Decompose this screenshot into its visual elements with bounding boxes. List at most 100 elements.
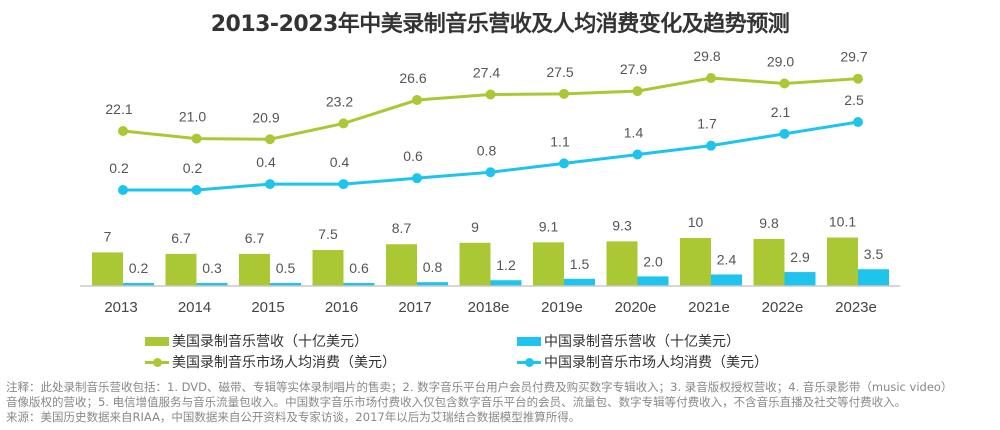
bar-cn-revenue [858, 269, 889, 286]
bar-us-revenue [92, 252, 123, 286]
cn-per-capita-label: 1.1 [550, 133, 570, 149]
bar-label-us-revenue: 9.1 [539, 218, 559, 234]
legend-swatch-blue [517, 336, 541, 346]
bar-label-us-revenue: 7 [104, 228, 112, 244]
us-per-capita-point [485, 89, 496, 100]
us-per-capita-point [853, 73, 863, 84]
footnote-line: 来源：美国历史数据来自RIAA，中国数据来自公开资料及专家访谈，2017年以后为… [6, 410, 581, 424]
cn-per-capita-point [853, 117, 863, 127]
cn-per-capita-label: 0.8 [477, 142, 497, 158]
x-tick-label: 2020e [615, 299, 657, 316]
us-per-capita-point [779, 78, 790, 89]
cn-per-capita-point [118, 185, 128, 195]
bar-us-revenue [606, 241, 638, 286]
footnote-line: 注释：此处录制音乐营收包括：1. DVD、磁带、专辑等实体录制唱片的售卖；2. … [6, 380, 953, 394]
footnotes: 注释：此处录制音乐营收包括：1. DVD、磁带、专辑等实体录制唱片的售卖；2. … [6, 380, 996, 425]
x-tick-label: 2016 [325, 299, 358, 316]
x-tick-label: 2017 [398, 299, 431, 316]
us-per-capita-label: 27.9 [620, 61, 647, 77]
bar-label-cn-revenue: 1.2 [496, 257, 516, 273]
cn-per-capita-label: 0.4 [256, 154, 276, 170]
bar-us-revenue [753, 238, 785, 286]
bar-label-cn-revenue: 2.4 [717, 251, 737, 267]
bar-label-cn-revenue: 0.5 [276, 260, 296, 276]
cn-per-capita-label: 0.2 [109, 160, 129, 176]
us-per-capita-point [559, 88, 569, 99]
bar-label-cn-revenue: 3.5 [864, 246, 884, 262]
us-per-capita-label: 26.6 [399, 70, 426, 86]
cn-per-capita-point [559, 158, 569, 169]
legend-item-us-per-capita: 美国录制音乐市场人均消费（美元） [145, 352, 396, 372]
cn-per-capita-point [265, 179, 275, 190]
legend-label: 美国录制音乐营收（十亿美元） [172, 334, 368, 350]
cn-per-capita-label: 2.5 [844, 92, 864, 108]
bar-label-us-revenue: 10.1 [829, 214, 856, 230]
us-per-capita-label: 20.9 [252, 109, 279, 125]
bar-cn-revenue [196, 283, 228, 286]
bar-cn-revenue [784, 272, 816, 286]
legend-item-cn-per-capita: 中国录制音乐市场人均消费（美元） [517, 352, 768, 372]
us-per-capita-label: 29.8 [693, 48, 720, 64]
bar-label-us-revenue: 10 [688, 214, 704, 230]
us-per-capita-point [412, 95, 422, 106]
bar-label-us-revenue: 9.8 [759, 215, 779, 231]
chart-plot: 7 0.2 6.7 0.3 6.7 0.5 7.5 0.6 8.7 0.8 9 1.2 9.1 1.5 9.… [80, 48, 900, 316]
x-tick-label: 2013 [104, 299, 137, 316]
legend-swatch-green [145, 336, 169, 346]
us-per-capita-point [706, 73, 716, 83]
bar-us-revenue [827, 237, 858, 286]
cn-per-capita-point [485, 167, 496, 178]
us-per-capita-point [191, 133, 202, 144]
us-per-capita-point [632, 86, 643, 97]
bar-us-revenue [533, 242, 564, 286]
cn-per-capita-point [632, 149, 643, 160]
legend-line-marker-green [145, 357, 169, 367]
bar-label-us-revenue: 6.7 [245, 230, 265, 246]
x-tick-label: 2022e [762, 299, 804, 316]
legend-line-marker-blue [517, 357, 541, 367]
footnote-line: 音像版权的营收；5. 电信增值服务与音乐流量包收入。中国数字音乐市场付费收入仅包… [6, 395, 907, 409]
bar-label-cn-revenue: 0.2 [129, 260, 149, 276]
bar-us-revenue [386, 244, 417, 286]
bar-us-revenue [680, 238, 711, 286]
cn-per-capita-label: 0.6 [403, 148, 423, 164]
chart-title: 2013-2023年中美录制音乐营收及人均消费变化及趋势预测 [210, 12, 790, 37]
legend-label: 美国录制音乐市场人均消费（美元） [172, 355, 396, 371]
bar-cn-revenue [711, 274, 742, 286]
bar-label-cn-revenue: 0.3 [202, 260, 222, 276]
x-tick-label: 2019e [541, 299, 583, 316]
legend-item-us-revenue: 美国录制音乐营收（十亿美元） [145, 331, 368, 351]
bar-cn-revenue [637, 276, 669, 286]
bar-label-us-revenue: 9.3 [612, 217, 632, 233]
us-per-capita-line [122, 76, 859, 141]
bar-label-cn-revenue: 0.8 [423, 259, 443, 275]
us-per-capita-label: 23.2 [326, 93, 353, 109]
x-tick-label: 2014 [178, 299, 211, 316]
bar-cn-revenue [270, 283, 301, 286]
bar-label-cn-revenue: 2.0 [643, 253, 663, 269]
bar-cn-revenue [490, 280, 522, 286]
cn-per-capita-label: 1.4 [624, 125, 644, 141]
legend-label: 中国录制音乐营收（十亿美元） [544, 334, 740, 350]
cn-per-capita-label: 1.7 [697, 116, 717, 132]
us-per-capita-label: 22.1 [105, 101, 132, 117]
us-per-capita-point [338, 118, 349, 129]
x-tick-label: 2021e [688, 299, 730, 316]
legend-label: 中国录制音乐市场人均消费（美元） [544, 355, 768, 371]
us-per-capita-label: 29.7 [840, 49, 867, 65]
bar-cn-revenue [564, 278, 595, 286]
cn-per-capita-label: 0.4 [330, 154, 350, 170]
x-tick-label: 2023e [835, 299, 877, 316]
bar-us-revenue [165, 253, 197, 286]
us-per-capita-point [265, 134, 275, 145]
bar-label-cn-revenue: 1.5 [570, 256, 590, 272]
bar-cn-revenue [343, 283, 375, 286]
bar-us-revenue [459, 242, 491, 286]
x-tick-label: 2015 [251, 299, 284, 316]
cn-per-capita-point [779, 128, 790, 139]
cn-per-capita-point [191, 185, 202, 195]
us-per-capita-label: 29.0 [767, 54, 794, 70]
cn-per-capita-point [338, 179, 349, 190]
us-per-capita-label: 27.5 [546, 64, 573, 80]
us-per-capita-point [118, 126, 128, 136]
